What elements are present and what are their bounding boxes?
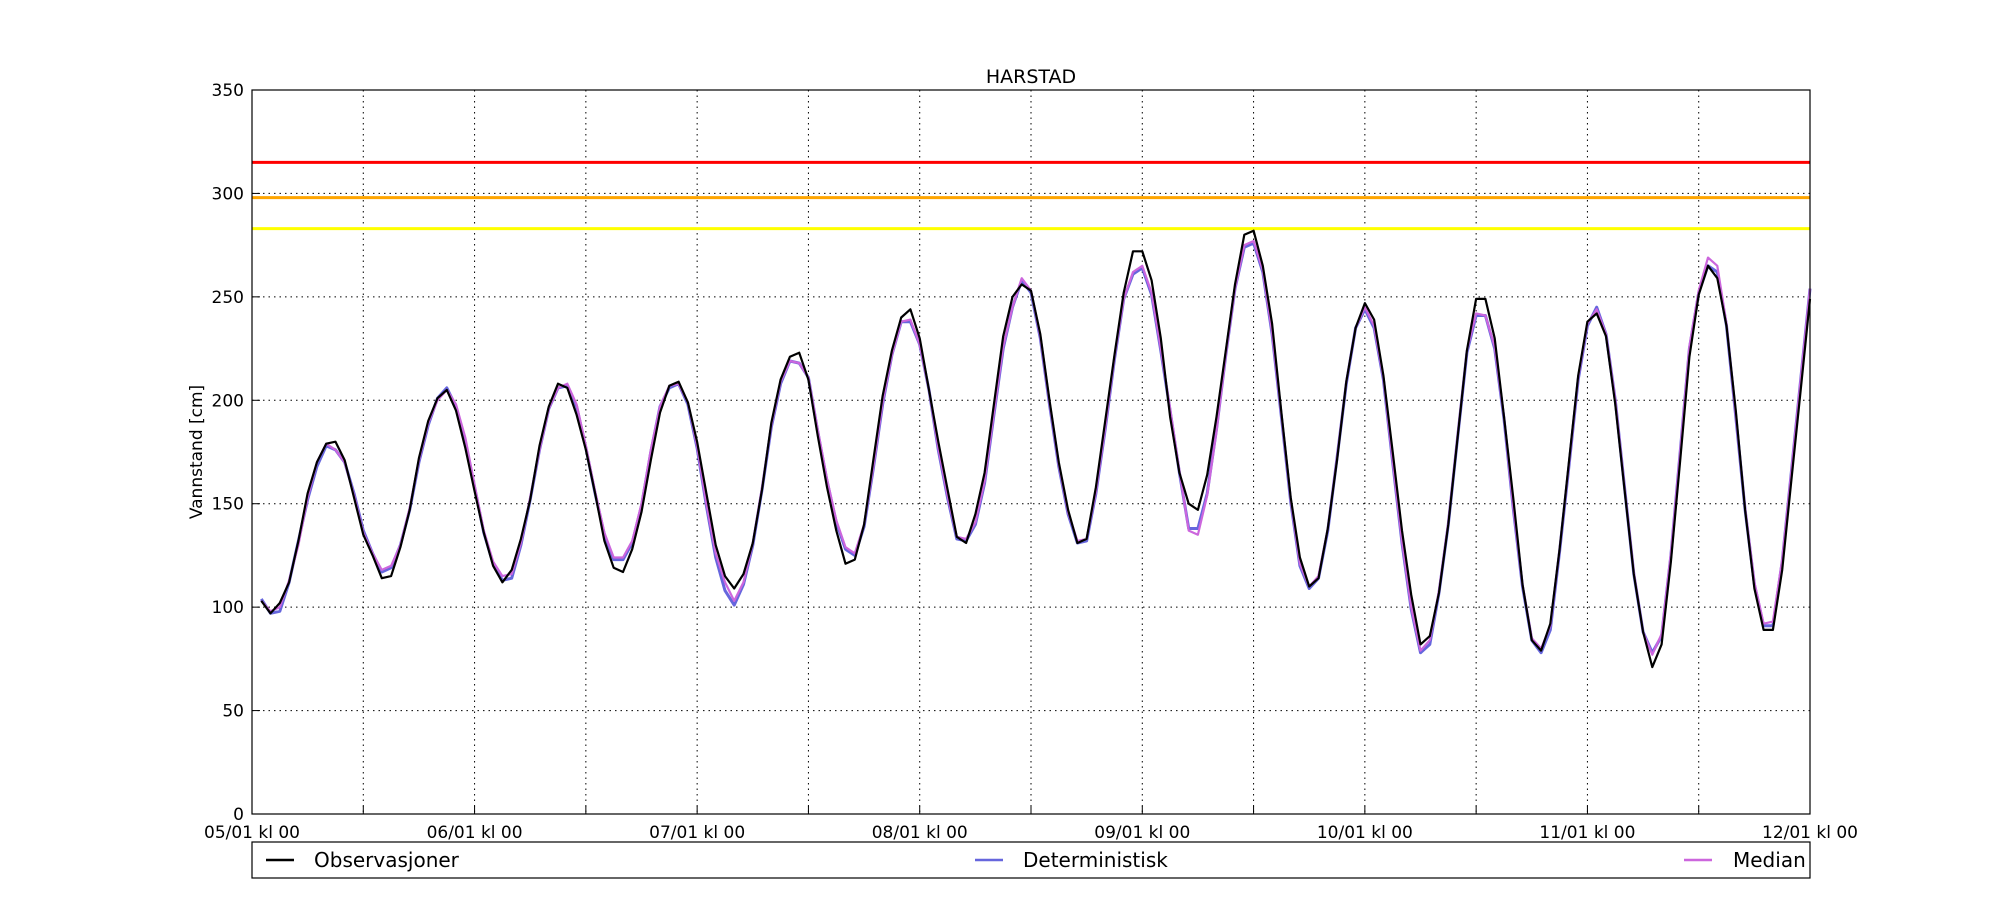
y-tick-label: 300 (212, 184, 244, 204)
legend-label: Deterministisk (1023, 848, 1168, 872)
x-tick-label: 11/01 kl 00 (1539, 823, 1635, 843)
y-tick-label: 250 (212, 288, 244, 308)
legend-frame (251, 841, 1811, 879)
y-axis: 0 50 100 150 200 250 300 350 (212, 81, 260, 825)
series-line-median (260, 239, 1812, 656)
series-layer (260, 229, 1812, 669)
grid-layer (252, 90, 1810, 814)
x-tick-label: 07/01 kl 00 (649, 823, 745, 843)
series-line-observasjoner (260, 229, 1812, 669)
x-tick-label: 10/01 kl 00 (1317, 823, 1413, 843)
x-tick-label: 06/01 kl 00 (427, 823, 523, 843)
x-tick-label: 08/01 kl 00 (872, 823, 968, 843)
chart-title: HARSTAD (986, 66, 1076, 88)
y-tick-label: 350 (212, 81, 244, 101)
legend-label: Median (1733, 848, 1806, 872)
series-line-deterministisk (260, 241, 1812, 655)
y-tick-label: 100 (212, 598, 244, 618)
threshold-layer (252, 160, 1810, 231)
y-axis-label: Vannstand [cm] (187, 385, 207, 519)
x-tick-label: 12/01 kl 00 (1762, 823, 1858, 843)
y-tick-label: 150 (212, 495, 244, 515)
x-tick-label: 05/01 kl 00 (204, 823, 300, 843)
x-axis: 05/01 kl 00 06/01 kl 00 07/01 kl 00 08/01 k… (204, 806, 1858, 843)
y-tick-label: 0 (233, 805, 244, 825)
legend-label: Observasjoner (314, 848, 460, 872)
y-tick-label: 200 (212, 391, 244, 411)
x-tick-label: 09/01 kl 00 (1094, 823, 1190, 843)
y-tick-label: 50 (222, 702, 244, 722)
legend: Observasjoner Deterministisk Median (251, 841, 1811, 879)
